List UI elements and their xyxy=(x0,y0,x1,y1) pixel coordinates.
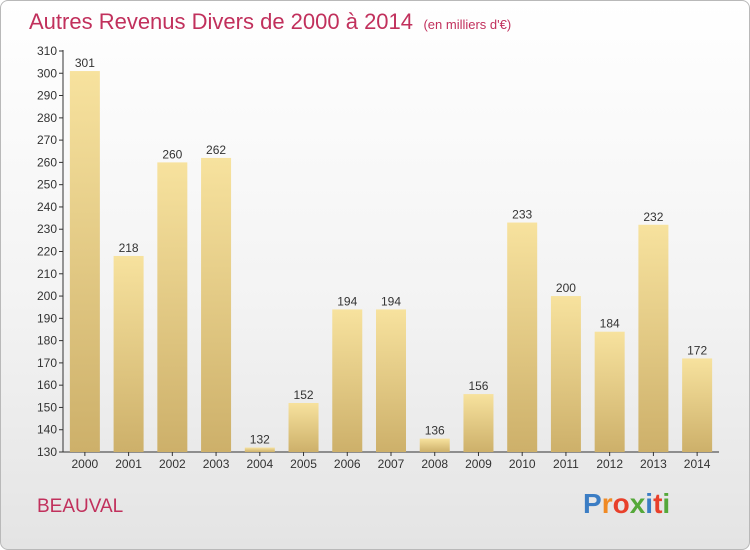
y-tick-label: 230 xyxy=(37,222,57,236)
bar-value-label: 262 xyxy=(206,143,226,157)
x-tick-label: 2009 xyxy=(465,457,492,471)
bar xyxy=(157,162,188,452)
y-tick-label: 290 xyxy=(37,89,57,103)
bar xyxy=(507,222,538,452)
bar-value-label: 260 xyxy=(162,147,182,161)
x-tick-label: 2003 xyxy=(203,457,230,471)
bar-value-label: 194 xyxy=(337,294,357,308)
x-tick-label: 2005 xyxy=(290,457,317,471)
bar xyxy=(244,447,275,452)
y-tick-label: 170 xyxy=(37,356,57,370)
proxiti-logo: Proxiti xyxy=(583,488,670,520)
x-tick-label: 2007 xyxy=(378,457,405,471)
y-tick-label: 190 xyxy=(37,311,57,325)
bar-value-label: 194 xyxy=(381,294,401,308)
bar-value-label: 152 xyxy=(294,388,314,402)
logo-letter: x xyxy=(629,488,646,519)
y-tick-label: 220 xyxy=(37,245,57,259)
bar-value-label: 233 xyxy=(512,208,532,222)
bar-value-label: 172 xyxy=(687,343,707,357)
chart-unit: (en milliers d'€) xyxy=(423,17,512,32)
logo-letter: o xyxy=(612,488,630,519)
y-tick-label: 180 xyxy=(37,334,57,348)
x-tick-label: 2008 xyxy=(421,457,448,471)
y-tick-label: 150 xyxy=(37,400,57,414)
chart-labels: 2000 301 2001 218 2002 260 2003 262 2004 132 2005 1… xyxy=(72,56,711,471)
bar xyxy=(376,309,406,452)
y-tick-label: 140 xyxy=(37,423,57,437)
bar xyxy=(638,224,669,452)
x-tick-label: 2006 xyxy=(334,457,361,471)
y-tick-label: 300 xyxy=(37,66,57,80)
logo-letter: t xyxy=(653,488,663,519)
y-tick-label: 210 xyxy=(37,267,57,281)
bar xyxy=(550,296,581,452)
x-tick-label: 2013 xyxy=(640,457,667,471)
y-tick-label: 270 xyxy=(37,133,57,147)
bar xyxy=(113,255,144,452)
y-tick-label: 250 xyxy=(37,178,57,192)
chart-title-text: Autres Revenus Divers de 2000 à 2014 xyxy=(29,9,414,34)
logo-letter: P xyxy=(583,488,602,519)
y-tick-label: 240 xyxy=(37,200,57,214)
bar-value-label: 184 xyxy=(600,317,620,331)
chart-title: Autres Revenus Divers de 2000 à 2014 (en… xyxy=(29,9,511,35)
x-tick-label: 2012 xyxy=(596,457,623,471)
y-tick-label: 280 xyxy=(37,111,57,125)
bar-value-label: 200 xyxy=(556,281,576,295)
bar-value-label: 132 xyxy=(250,433,270,447)
y-tick-label: 260 xyxy=(37,155,57,169)
x-tick-label: 2002 xyxy=(159,457,186,471)
bar xyxy=(332,309,363,452)
logo-letter: i xyxy=(645,488,654,519)
logo-letter: r xyxy=(601,488,613,519)
x-tick-label: 2011 xyxy=(553,457,579,471)
bar xyxy=(69,71,100,453)
bar xyxy=(682,358,713,452)
bar xyxy=(594,331,625,452)
bar-value-label: 156 xyxy=(468,379,488,393)
x-tick-label: 2010 xyxy=(509,457,536,471)
x-tick-label: 2014 xyxy=(684,457,711,471)
y-tick-label: 310 xyxy=(37,44,57,58)
x-tick-label: 2001 xyxy=(115,457,142,471)
chart-axes: 130 140 150 160 170 180 190 200 210 220 230 240 250 2… xyxy=(37,44,719,459)
bar xyxy=(201,157,232,452)
y-tick-label: 130 xyxy=(37,445,57,459)
logo-letter: i xyxy=(662,488,671,519)
x-tick-label: 2004 xyxy=(246,457,273,471)
bar-value-label: 301 xyxy=(75,56,95,70)
bar xyxy=(288,402,319,452)
bar xyxy=(463,394,494,452)
bar-value-label: 136 xyxy=(425,424,445,438)
y-tick-label: 200 xyxy=(37,289,57,303)
x-tick-label: 2000 xyxy=(72,457,99,471)
place-name: BEAUVAL xyxy=(37,496,124,517)
bar-value-label: 232 xyxy=(643,210,663,224)
bar-value-label: 218 xyxy=(119,241,139,255)
y-tick-label: 160 xyxy=(37,378,57,392)
chart-bars xyxy=(69,71,713,453)
bar xyxy=(419,438,450,452)
